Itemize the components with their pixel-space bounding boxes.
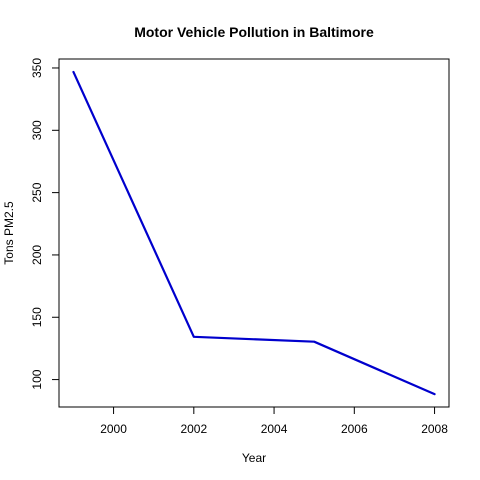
- x-tick-label: 2004: [261, 422, 288, 436]
- x-axis: 2000 2002 2004 2006 2008: [100, 407, 448, 436]
- y-tick-label: 100: [30, 369, 44, 389]
- series-line: [72, 70, 436, 396]
- x-tick-label: 2008: [421, 422, 448, 436]
- x-tick-label: 2002: [180, 422, 207, 436]
- plot-frame: [58, 58, 450, 408]
- y-axis: 100 150 200 250 300 350: [30, 58, 59, 390]
- series-group: [72, 70, 436, 396]
- x-axis-label: Year: [242, 451, 266, 465]
- y-tick-label: 300: [30, 120, 44, 140]
- chart-title: Motor Vehicle Pollution in Baltimore: [134, 24, 374, 40]
- y-tick-label: 250: [30, 182, 44, 202]
- x-tick-label: 2006: [341, 422, 368, 436]
- y-tick-label: 350: [30, 58, 44, 78]
- x-tick-label: 2000: [100, 422, 127, 436]
- y-tick-label: 200: [30, 245, 44, 265]
- y-tick-label: 150: [30, 307, 44, 327]
- y-axis-label: Tons PM2.5: [2, 201, 16, 265]
